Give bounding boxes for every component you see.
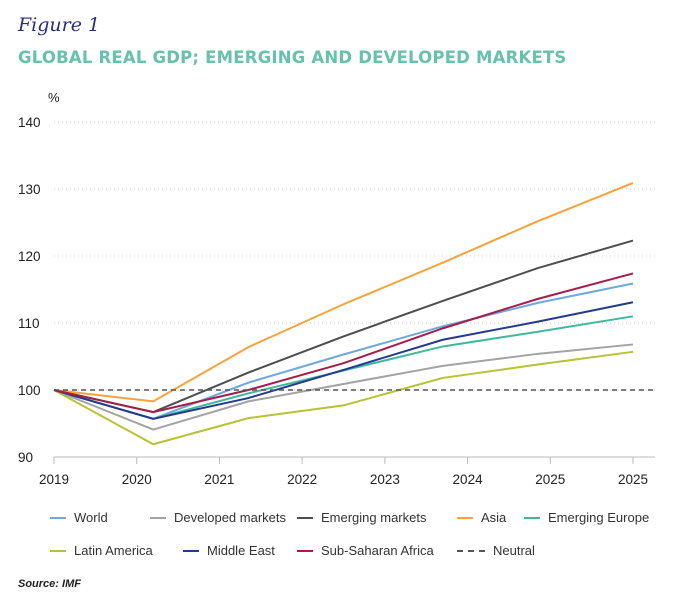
x-tick-label: 2022: [287, 472, 317, 487]
legend-item: Sub-Saharan Africa: [297, 543, 434, 558]
legend-label: Latin America: [74, 543, 153, 558]
legend-item: Latin America: [50, 543, 153, 558]
legend-item: Emerging markets: [297, 510, 426, 525]
legend-swatch: [50, 549, 66, 552]
legend-label: Emerging Europe: [548, 510, 650, 525]
legend-label: Neutral: [493, 543, 535, 558]
legend-item: World: [50, 510, 108, 525]
legend-label: Asia: [481, 510, 507, 525]
legend-item: Developed markets: [150, 510, 286, 525]
legend-swatch: [150, 516, 166, 519]
y-tick-label: 90: [18, 450, 33, 465]
series-line-developed-markets: [53, 343, 634, 431]
series-line-latin-america: [53, 350, 634, 446]
chart-title: GLOBAL REAL GDP; EMERGING AND DEVELOPED …: [18, 48, 567, 67]
legend-label: World: [74, 510, 108, 525]
legend-label: Developed markets: [174, 510, 286, 525]
legend-swatch: [297, 549, 313, 552]
series-line-asia: [53, 182, 634, 403]
legend-label: Sub-Saharan Africa: [321, 543, 434, 558]
series-line-emerging-europe: [53, 315, 634, 420]
legend-item: Neutral: [457, 543, 535, 558]
x-tick-label: 2025: [618, 472, 648, 487]
y-axis-label: %: [48, 90, 60, 105]
x-tick-label: 2023: [370, 472, 400, 487]
series-line-sub-saharan-africa: [53, 272, 634, 414]
legend-item: Middle East: [183, 543, 275, 558]
figure-label: Figure 1: [18, 14, 101, 36]
x-tick-label: 2021: [204, 472, 234, 487]
legend-swatch: [183, 549, 199, 552]
legend-label: Middle East: [207, 543, 275, 558]
y-tick-label: 110: [18, 316, 40, 331]
legend-label: Emerging markets: [321, 510, 427, 525]
x-tick-label: 2020: [122, 472, 152, 487]
legend-swatch: [524, 516, 540, 519]
y-tick-label: 130: [18, 182, 41, 197]
legend-swatch: [50, 516, 66, 519]
x-tick-label: 2025: [535, 472, 565, 487]
series-line-middle-east: [53, 301, 634, 420]
y-tick-label: 120: [18, 249, 41, 264]
legend-item: Asia: [457, 510, 506, 525]
legend-item: Emerging Europe: [524, 510, 649, 525]
y-tick-label: 100: [18, 383, 41, 398]
legend-swatch: [297, 516, 313, 519]
x-tick-label: 2019: [39, 472, 69, 487]
y-tick-label: 140: [18, 115, 41, 130]
x-tick-label: 2024: [453, 472, 484, 487]
series-line-emerging-markets: [53, 239, 634, 414]
legend-swatch: [457, 516, 473, 519]
legend-swatch: [457, 549, 485, 552]
source-note: Source: IMF: [18, 578, 81, 590]
